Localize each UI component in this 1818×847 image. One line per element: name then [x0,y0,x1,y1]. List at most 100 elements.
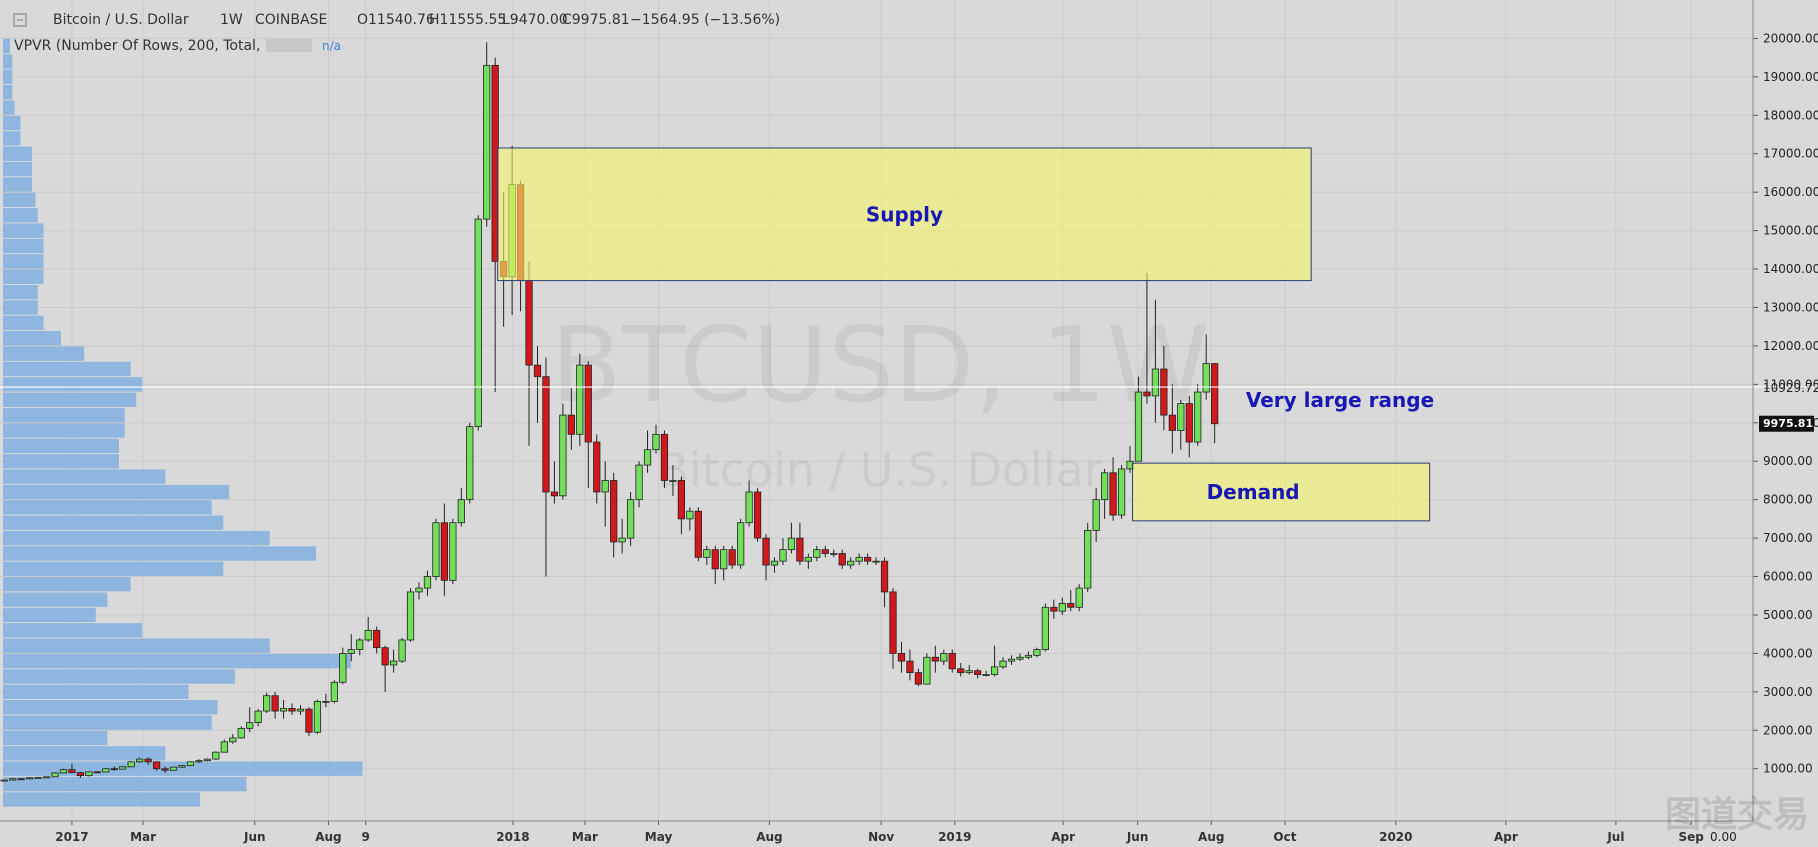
candle-body [26,777,34,780]
candle-body [770,560,779,566]
volume-profile-bar [3,669,235,684]
candle-body [254,710,262,724]
volume-profile-bar [3,254,44,269]
candle-body [17,778,25,781]
x-tick-label: Mar [130,830,156,844]
volume-profile-bar [3,208,38,223]
candle-body [263,695,271,712]
volume-profile-bar [3,69,13,85]
candle-body [110,768,118,771]
volume-profile-bar [3,730,108,746]
y-tick-label: 18000.00 [1763,108,1818,122]
candle-body [347,649,355,654]
candle-body [1024,654,1033,658]
candle-body [965,670,973,674]
candle-body [1033,649,1041,656]
volume-profile-bar [3,500,212,515]
volume-profile-bar [3,546,317,561]
header-exchange: COINBASE [255,12,327,28]
candle-body [923,656,931,685]
candle-body [212,751,220,760]
y-tick-label: 8000.00 [1763,493,1813,507]
candle-body [127,761,135,768]
volume-profile-bar [3,700,218,715]
candle-body [1185,403,1193,443]
y-tick-label: 20000.00 [1763,31,1818,45]
candle-body [779,549,787,562]
candle-body [1177,403,1185,431]
candle-body [1058,603,1066,612]
volume-profile-bar [3,746,166,761]
candle-body [339,653,347,683]
candle-body [593,441,601,493]
volume-profile-bar [3,438,119,454]
volume-profile-bar [3,161,32,177]
x-tick-label: Apr [1494,830,1518,844]
candle-body [42,776,51,779]
y-tick-label: 2000.00 [1763,723,1813,737]
y-tick-label: 11000.00 [1763,377,1818,391]
candle-body [1151,368,1160,397]
candle-body [195,760,203,763]
y-tick-label: 1000.00 [1763,762,1813,776]
candle-body [677,480,686,520]
indicator-buttons[interactable] [266,39,312,52]
y-tick-label: 17000.00 [1763,147,1818,161]
candle-body [322,701,330,703]
volume-profile-bar [3,223,44,238]
candle-body [872,560,880,563]
volume-profile-bar [3,484,230,500]
candle-body [93,771,101,774]
candle-body [745,491,753,524]
candle-body [635,464,643,501]
candle-body [652,433,660,451]
zone [1132,462,1431,522]
candle-body [440,522,449,581]
zone-label: Supply [866,202,943,226]
y-tick-label: 13000.00 [1763,300,1818,314]
candle-body [957,668,965,674]
volume-profile-bar [3,607,96,623]
volume-profile-bar [3,131,21,146]
candle-body [1067,603,1075,608]
x-tick-label: Jun [1126,830,1149,844]
x-tick-label: 2018 [496,830,529,844]
corner-watermark: 图道交易 [1665,794,1809,836]
candle-body [906,660,914,674]
candle-body [889,591,897,654]
indicator-value: n/a [322,39,341,53]
candle-body [863,556,872,562]
candle-body [669,480,677,482]
x-tick-label: 2020 [1379,830,1412,844]
candle-body [1168,414,1176,431]
candle-body [1075,587,1083,608]
candle-body [85,771,93,777]
candle-body [483,64,491,220]
candle-body [178,765,186,768]
candle-body [271,695,279,712]
candle-body [406,591,415,641]
candle-body [288,707,296,712]
candle-body [279,707,288,712]
collapse-icon[interactable] [13,13,27,27]
volume-profile-bar [3,284,38,300]
x-tick-label: Oct [1273,830,1296,844]
header-interval: 1W [220,12,243,28]
candle-body [449,522,457,581]
candle-body [838,553,846,566]
volume-profile-bar [3,346,85,361]
candle-body [1211,363,1219,425]
volume-profile-bar [3,454,119,469]
candle-body [203,758,211,762]
x-tick-label: 9 [361,830,369,844]
candle-body [610,480,618,543]
candle-body [855,556,863,562]
candle-body [237,727,245,739]
x-tick-label: Mar [572,830,598,844]
y-tick-label: 14000.00 [1763,262,1818,276]
volume-profile-bar [3,177,32,192]
header-change: −1564.95 (−13.56%) [630,12,780,28]
zone [497,147,1312,282]
candle-body [415,587,423,593]
